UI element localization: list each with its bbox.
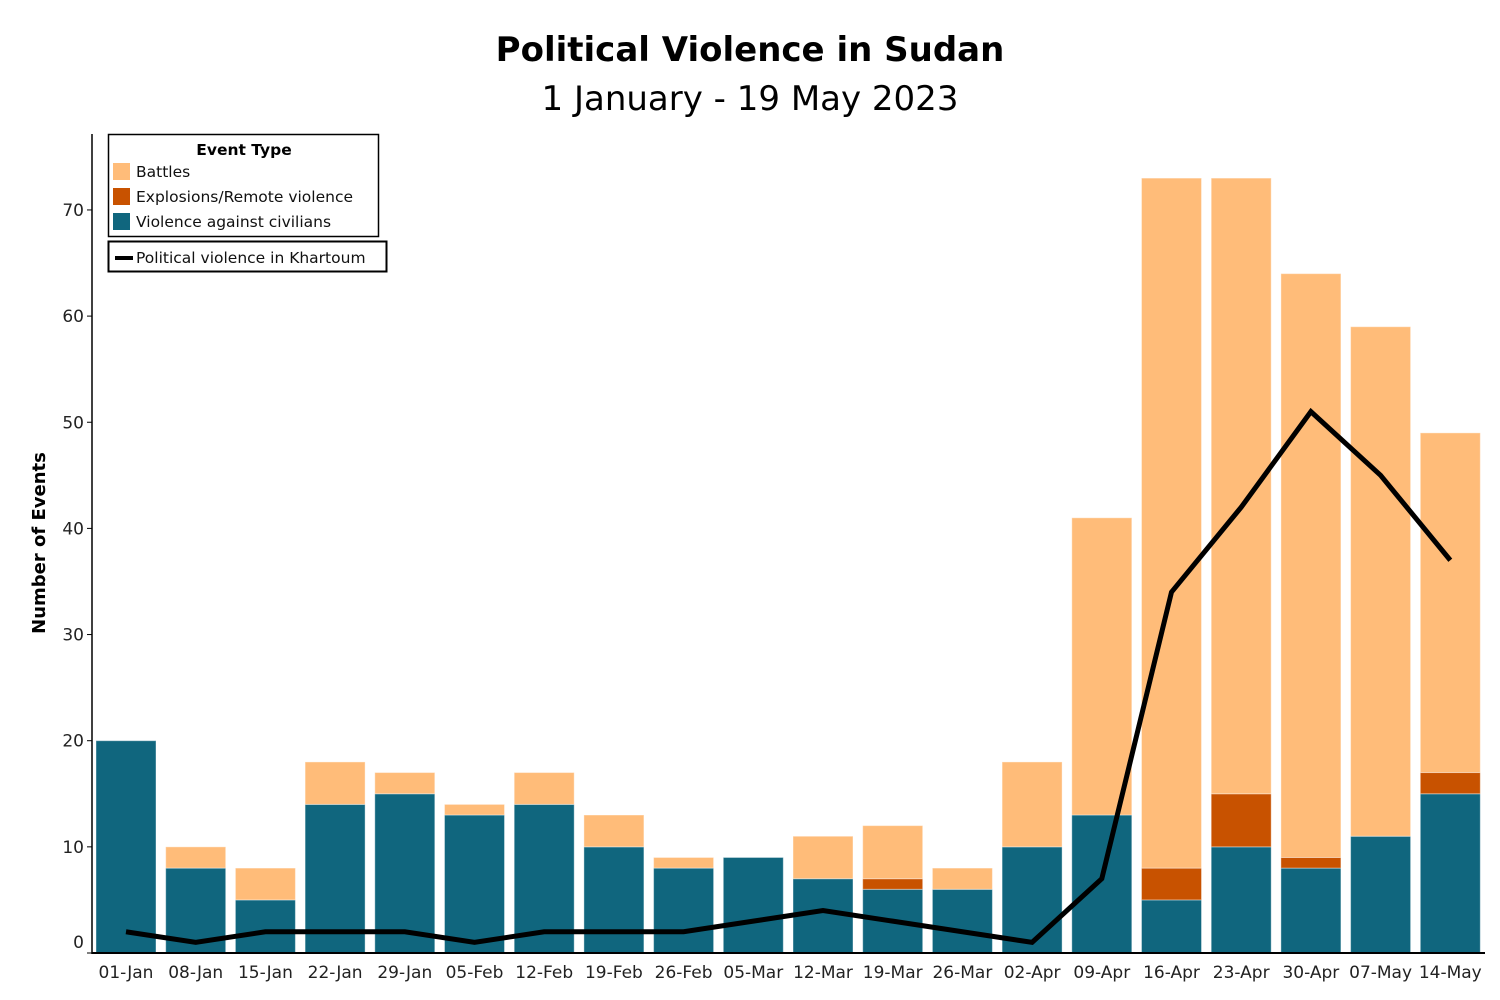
bar-violence-against-civilians-07-May [1350,835,1412,954]
y-tick-label-50: 50 [62,413,84,433]
bar-violence-against-civilians-02-Apr [1001,846,1063,954]
x-tick-label-16-Apr: 16-Apr [1143,963,1200,983]
legend-label-battles: Battles [136,163,190,181]
y-axis-label: Number of Events [29,452,50,634]
y-tick-label-20: 20 [62,732,84,752]
bar-battles-16-Apr [1141,177,1202,869]
x-tick-label-26-Mar: 26-Mar [932,963,992,983]
bar-violence-against-civilians-05-Feb [444,814,505,954]
y-tick-label-40: 40 [62,519,84,539]
bar-violence-against-civilians-29-Jan [374,793,436,954]
legend-box [107,133,380,238]
x-tick-label-12-Mar: 12-Mar [793,963,853,983]
x-tick-label-08-Jan: 08-Jan [168,963,223,983]
chart-title: Political Violence in Sudan [496,30,1005,70]
bar-battles-09-Apr [1071,517,1133,816]
x-tick-label-15-Jan: 15-Jan [238,963,293,983]
bar-violence-against-civilians-05-Mar [722,856,784,954]
bar-violence-against-civilians-26-Mar [931,888,993,954]
bar-violence-against-civilians-26-Feb [653,867,715,954]
legend-label-vac: Violence against civilians [136,213,331,231]
bar-violence-against-civilians-30-Apr [1280,867,1342,954]
legend-swatch-battles [113,163,130,180]
bar-violence-against-civilians-19-Feb [583,846,645,954]
bar-explosions-remote-violence-30-Apr [1280,856,1342,869]
bar-battles-12-Mar [792,835,854,880]
bar-battles-08-Jan [165,846,227,869]
bar-violence-against-civilians-15-Jan [234,899,296,954]
legend-label-khartoum: Political violence in Khartoum [136,249,366,267]
bars [95,177,1481,954]
bar-violence-against-civilians-01-Jan [95,740,157,954]
y-tick-label-30: 30 [62,626,84,646]
bar-battles-14-May [1419,432,1481,774]
bar-battles-07-May [1350,326,1412,837]
bar-battles-12-Feb [513,772,575,805]
y-tick-label-10: 10 [62,838,84,858]
legend-swatch-explosions [113,188,130,205]
y-tick-label-70: 70 [62,201,84,221]
bar-explosions-remote-violence-23-Apr [1210,793,1272,848]
legend-title: Event Type [196,141,292,159]
bar-violence-against-civilians-16-Apr [1141,899,1202,954]
bar-battles-05-Feb [444,803,505,816]
x-tick-label-14-May: 14-May [1419,963,1482,983]
bar-battles-02-Apr [1001,761,1063,848]
bar-battles-26-Feb [653,856,715,869]
bar-battles-15-Jan [234,867,296,901]
legend: Event Type Battles Explosions/Remote vio… [107,133,388,273]
legend-swatch-vac [113,213,130,230]
x-tick-label-22-Jan: 22-Jan [308,963,363,983]
x-tick-label-05-Mar: 05-Mar [723,963,783,983]
bar-battles-30-Apr [1280,273,1342,858]
x-tick-label-09-Apr: 09-Apr [1073,963,1130,983]
bar-battles-19-Mar [862,825,924,880]
bar-battles-23-Apr [1210,177,1272,795]
bar-battles-29-Jan [374,772,436,795]
bar-battles-19-Feb [583,814,645,848]
bar-battles-26-Mar [931,867,993,890]
x-tick-label-19-Feb: 19-Feb [585,963,643,983]
bar-battles-22-Jan [304,761,366,805]
x-tick-label-07-May: 07-May [1349,963,1412,983]
x-tick-label-01-Jan: 01-Jan [99,963,154,983]
bar-explosions-remote-violence-19-Mar [862,878,924,890]
khartoum-line-group [125,407,1453,946]
y-tick-label-60: 60 [62,307,84,327]
x-tick-label-19-Mar: 19-Mar [863,963,923,983]
bar-explosions-remote-violence-16-Apr [1141,867,1202,901]
bar-violence-against-civilians-23-Apr [1210,846,1272,954]
legend-label-explosions: Explosions/Remote violence [136,188,353,206]
axes: 0 10 20 30 40 50 60 70 01-Jan 08-Jan 15-Jan 22-Jan 2… [62,134,1485,983]
bar-violence-against-civilians-22-Jan [304,803,366,954]
x-tick-label-23-Apr: 23-Apr [1213,963,1270,983]
y-tick-label-0: 0 [73,933,84,953]
x-tick-label-30-Apr: 30-Apr [1282,963,1339,983]
bar-explosions-remote-violence-14-May [1419,772,1481,795]
x-tick-label-26-Feb: 26-Feb [655,963,713,983]
khartoum-line [125,407,1453,946]
x-tick-label-02-Apr: 02-Apr [1004,963,1061,983]
bar-violence-against-civilians-09-Apr [1071,814,1133,954]
x-tick-label-29-Jan: 29-Jan [377,963,432,983]
x-tick-label-12-Feb: 12-Feb [515,963,573,983]
bar-violence-against-civilians-12-Feb [513,803,575,954]
x-tick-label-05-Feb: 05-Feb [446,963,504,983]
bar-violence-against-civilians-14-May [1419,793,1481,954]
line-legend-box [107,240,388,273]
chart-subtitle: 1 January - 19 May 2023 [542,79,959,119]
